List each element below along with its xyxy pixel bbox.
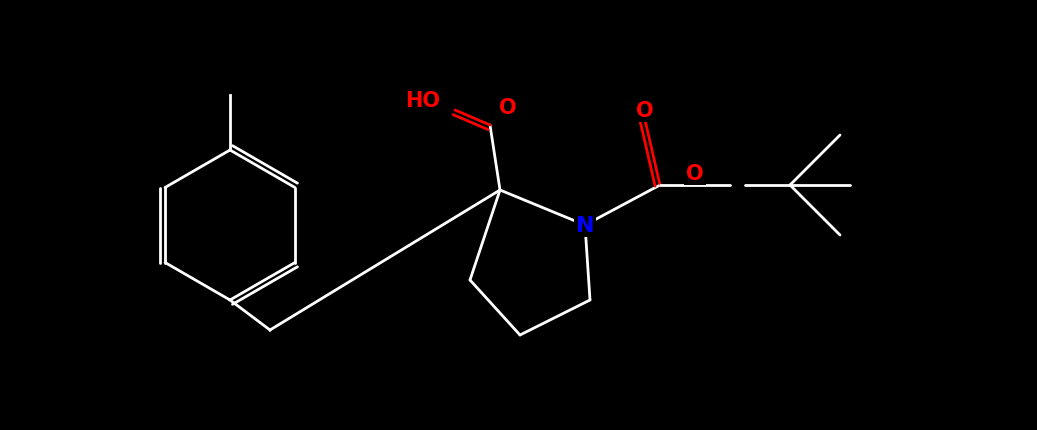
Text: O: O <box>636 101 653 121</box>
Text: N: N <box>576 215 594 236</box>
Text: O: O <box>499 98 516 118</box>
Text: HO: HO <box>405 91 440 111</box>
Text: O: O <box>686 164 704 184</box>
